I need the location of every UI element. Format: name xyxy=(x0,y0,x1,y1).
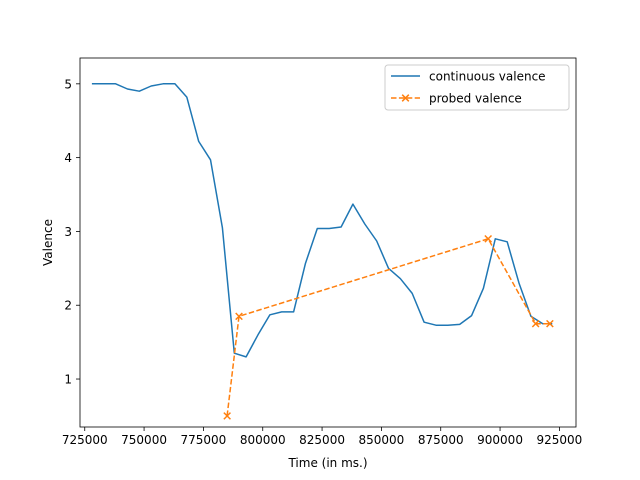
y-axis-label: Valence xyxy=(41,219,55,266)
y-tick-label: 2 xyxy=(64,299,72,313)
y-tick-label: 4 xyxy=(64,151,72,165)
x-tick-label: 725000 xyxy=(62,433,108,447)
series-line-2 xyxy=(226,238,550,416)
x-tick-label: 750000 xyxy=(121,433,167,447)
series-line-1 xyxy=(91,83,553,358)
plot-lines xyxy=(91,83,554,420)
data-point-marker xyxy=(235,312,243,321)
legend-label: probed valence xyxy=(429,92,522,106)
legend-marker xyxy=(401,94,410,102)
data-point-marker xyxy=(484,234,493,243)
legend: continuous valence probed valence xyxy=(384,64,570,111)
x-tick-label: 775000 xyxy=(181,433,227,447)
plot-frame xyxy=(79,57,577,428)
x-tick-label: 850000 xyxy=(358,433,404,447)
x-axis-label: Time (in ms.) xyxy=(287,456,367,470)
x-tick-label: 825000 xyxy=(299,433,345,447)
x-axis: 725000 750000 775000 800000 825000 850000 8750… xyxy=(62,427,582,447)
y-tick-label: 3 xyxy=(64,225,72,239)
x-tick-label: 800000 xyxy=(240,433,286,447)
data-point-marker xyxy=(531,319,540,328)
y-tick-label: 1 xyxy=(64,373,72,387)
x-tick-label: 925000 xyxy=(536,433,582,447)
x-tick-label: 900000 xyxy=(477,433,523,447)
data-point-marker xyxy=(223,412,231,420)
data-point-marker xyxy=(546,319,554,328)
legend-box xyxy=(384,64,570,111)
y-axis: 1 2 3 4 5 xyxy=(64,77,80,387)
x-tick-label: 875000 xyxy=(418,433,464,447)
y-tick-label: 5 xyxy=(64,77,72,91)
legend-label: continuous valence xyxy=(429,70,546,84)
